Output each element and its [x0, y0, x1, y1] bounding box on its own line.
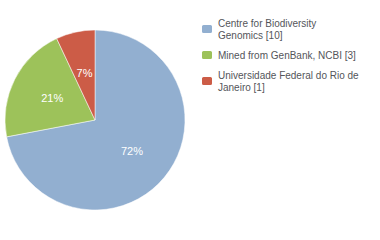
- svg-text:Janeiro [1]: Janeiro [1]: [218, 82, 265, 93]
- svg-text:Centre for Biodiversity: Centre for Biodiversity: [218, 18, 316, 29]
- svg-text:72%: 72%: [121, 145, 143, 157]
- svg-text:7%: 7%: [77, 67, 93, 79]
- svg-text:Mined from GenBank, NCBI [3]: Mined from GenBank, NCBI [3]: [218, 50, 356, 61]
- svg-text:21%: 21%: [41, 92, 63, 104]
- svg-text:Genomics [10]: Genomics [10]: [218, 30, 283, 41]
- svg-text:Universidade Federal do Rio de: Universidade Federal do Rio de: [218, 70, 359, 81]
